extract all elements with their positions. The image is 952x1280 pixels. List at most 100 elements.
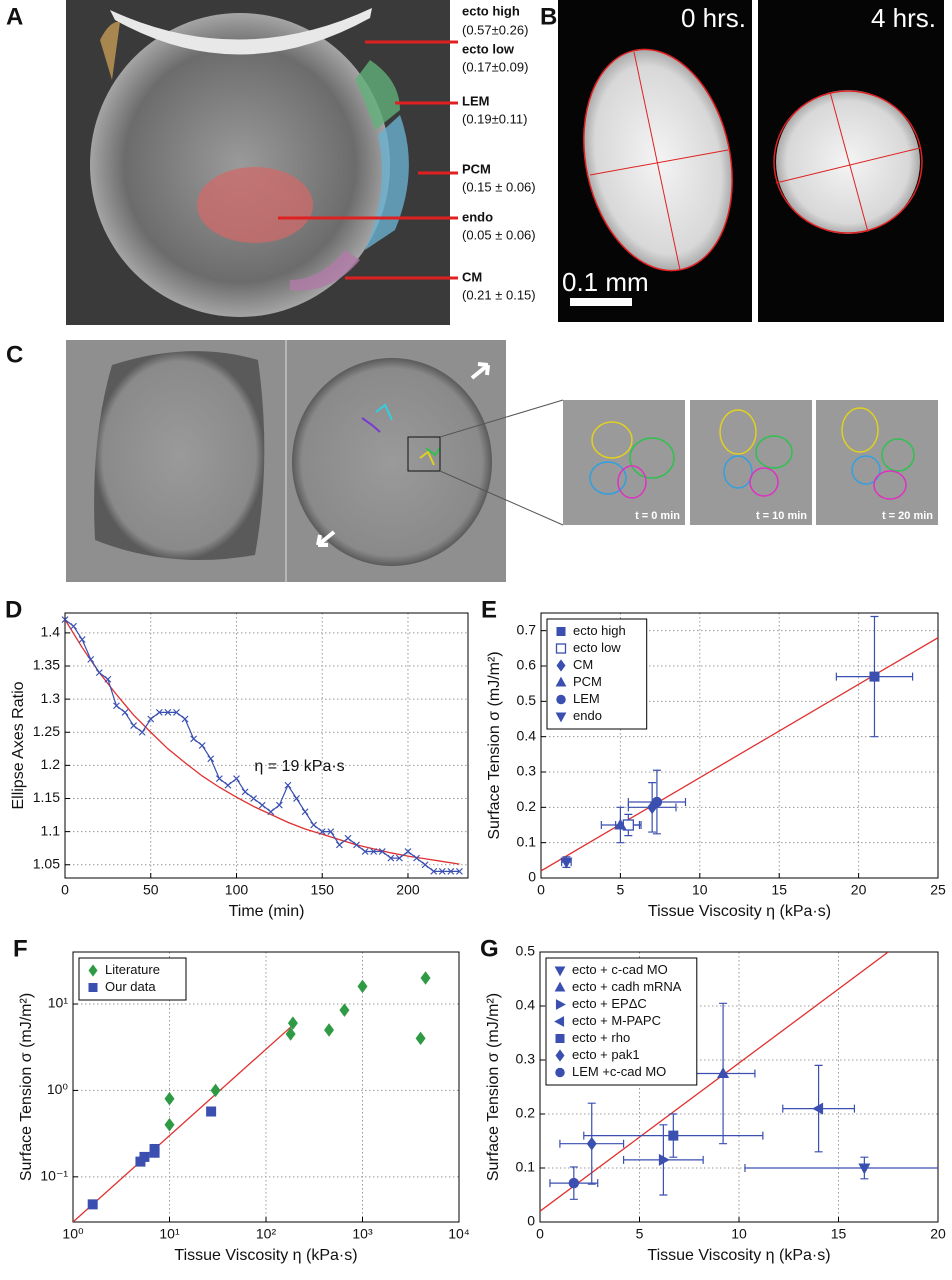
marker xyxy=(301,808,309,816)
fit-line xyxy=(73,1022,296,1222)
marker xyxy=(361,848,369,855)
plot-frame xyxy=(64,612,469,879)
marker xyxy=(164,708,172,716)
y-tick-label: 1.1 xyxy=(41,822,61,838)
marker xyxy=(173,708,180,716)
x-tick-label: 0 xyxy=(537,882,545,898)
marker xyxy=(164,1092,175,1106)
marker xyxy=(568,1177,580,1189)
marker xyxy=(339,1003,350,1017)
panel-a: A xyxy=(6,0,458,325)
y-axis-label: Surface Tension σ (mJ/m²) xyxy=(486,651,503,839)
frame-time: t = 10 min xyxy=(756,510,807,522)
marker xyxy=(318,828,326,836)
annotation-name: LEM xyxy=(462,93,489,108)
marker xyxy=(241,788,249,796)
marker xyxy=(421,861,429,869)
scale-label: 0.1 mm xyxy=(562,267,649,297)
legend-marker xyxy=(555,1034,565,1043)
legend-label: endo xyxy=(573,708,602,723)
y-axis-label: Surface Tension σ (mJ/m²) xyxy=(485,993,502,1181)
marker xyxy=(614,818,627,830)
annotation-value: (0.19±0.11) xyxy=(462,111,527,126)
arrow xyxy=(470,362,490,380)
legend-label: ecto + pak1 xyxy=(572,1047,640,1062)
marker xyxy=(285,1027,296,1041)
annotation-value: (0.17±0.09) xyxy=(462,59,528,74)
x-tick-label: 10 xyxy=(731,1226,747,1242)
x-tick-label: 10⁴ xyxy=(448,1226,470,1242)
panel-c: t = 0 min t = 10 min t = 20 min C xyxy=(6,340,938,582)
aggregate xyxy=(94,351,265,560)
pointer-lines xyxy=(278,40,458,280)
cell xyxy=(629,437,675,479)
y-tick-label: 1.05 xyxy=(33,855,60,871)
marker xyxy=(869,671,880,682)
y-tick-label: 1.3 xyxy=(41,690,61,706)
cell xyxy=(589,461,627,495)
x-axis-label: Tissue Viscosity η (kPa·s) xyxy=(647,1247,830,1264)
y-tick-label: 0.3 xyxy=(516,1051,536,1067)
marker xyxy=(258,801,266,809)
plot-frame xyxy=(72,951,460,1223)
marker xyxy=(78,636,86,643)
y-tick-label: 0.5 xyxy=(516,943,536,959)
marker xyxy=(293,795,300,802)
roof xyxy=(110,8,372,55)
panel-label: E xyxy=(481,596,497,623)
y-tick-label: 1.35 xyxy=(33,657,60,673)
marker xyxy=(447,867,455,875)
x-tick-label: 10 xyxy=(692,882,708,898)
fit-line xyxy=(540,952,889,1212)
marker xyxy=(344,834,352,842)
x-tick-label: 0 xyxy=(61,882,69,898)
y-tick-label: 0.3 xyxy=(517,763,537,779)
marker xyxy=(717,1067,730,1078)
marker xyxy=(233,775,240,783)
marker xyxy=(139,1151,150,1162)
panel-b: 0 hrs. 4 hrs. 0.1 mm B xyxy=(540,0,944,322)
aggregate xyxy=(292,358,492,566)
chart: 0 5 10 15 20 25 0 0.1 0.2 0.3 0.4 0.5 0.6 0.7 Tissue V… xyxy=(481,596,946,920)
marker xyxy=(395,854,403,862)
inset-image xyxy=(563,400,685,525)
cell xyxy=(591,421,633,459)
x-tick-label: 5 xyxy=(617,882,625,898)
x-axis-label: Tissue Viscosity η (kPa·s) xyxy=(648,903,831,920)
marker xyxy=(651,796,663,808)
insets: t = 0 min t = 10 min t = 20 min xyxy=(563,400,938,525)
marker xyxy=(87,1199,98,1210)
marker xyxy=(155,708,163,716)
x-tick-label: 20 xyxy=(851,882,867,898)
marker xyxy=(181,715,189,723)
marker xyxy=(198,742,206,749)
aggregate xyxy=(583,49,733,271)
pcm-overlay xyxy=(365,115,409,250)
marker xyxy=(207,755,215,763)
marker xyxy=(210,1083,221,1098)
x-tick-label: 100 xyxy=(225,882,249,898)
x-tick-label: 50 xyxy=(143,882,159,898)
legend-marker xyxy=(555,676,567,687)
x-tick-label: 10⁰ xyxy=(62,1226,84,1242)
marker xyxy=(113,702,120,710)
y-tick-label: 1.2 xyxy=(41,756,61,772)
legend-label: PCM xyxy=(573,674,602,689)
legend-label: CM xyxy=(573,657,593,672)
fit-ellipse xyxy=(583,48,733,272)
x-axis-label: Time (min) xyxy=(229,903,305,920)
marker xyxy=(130,722,138,730)
x-tick-label: 15 xyxy=(771,882,787,898)
cell xyxy=(723,455,753,489)
arrow xyxy=(316,530,336,547)
x-tick-label: 20 xyxy=(930,1226,946,1242)
legend-marker xyxy=(556,659,566,672)
x-tick-label: 150 xyxy=(311,882,335,898)
y-tick-label: 1.4 xyxy=(41,624,61,640)
zoom-line xyxy=(439,399,564,438)
legend-label: LEM +c-cad MO xyxy=(572,1064,666,1079)
legend-box xyxy=(78,957,187,1001)
y-tick-label: 0.6 xyxy=(517,657,537,673)
annotation-name: ecto low xyxy=(462,41,515,56)
endo-overlay xyxy=(197,167,313,243)
